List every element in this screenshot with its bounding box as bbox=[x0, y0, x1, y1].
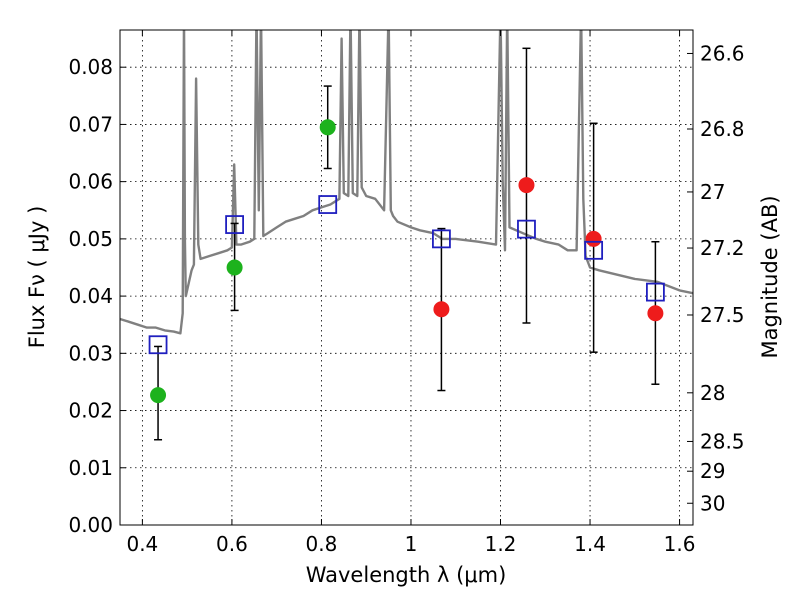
model-square bbox=[517, 219, 536, 239]
y-axis-label: Flux Fν ( μJy ) bbox=[25, 206, 49, 349]
y-axis-right: 26.6 26.8 27 27.2 27.5 28 28.5 29 30 bbox=[687, 41, 745, 515]
y-axis-left: 0.00 0.01 0.02 0.03 0.04 0.05 0.06 0.07 0.08 bbox=[68, 55, 126, 537]
x-tick-label: 0.4 bbox=[126, 532, 158, 556]
x-tick-label: 1 bbox=[405, 532, 418, 556]
y-tick-label: 0.01 bbox=[68, 456, 113, 480]
y2-tick-label: 27.2 bbox=[700, 236, 745, 260]
flux-point bbox=[585, 230, 602, 247]
spectrum-line bbox=[120, 30, 693, 335]
spectrum-layer bbox=[120, 30, 693, 335]
y-tick-label: 0.08 bbox=[68, 55, 113, 79]
y-tick-label: 0.06 bbox=[68, 170, 113, 194]
flux-point bbox=[433, 301, 450, 318]
x-axis-label: Wavelength λ (μm) bbox=[306, 563, 507, 587]
y2-tick-label: 27 bbox=[700, 180, 725, 204]
y-tick-label: 0.00 bbox=[68, 513, 113, 537]
model-square bbox=[645, 282, 665, 302]
y-tick-label: 0.03 bbox=[68, 341, 113, 365]
flux-point bbox=[518, 177, 535, 194]
errorbar-layer bbox=[154, 47, 660, 441]
grid bbox=[120, 30, 693, 526]
y-tick-label: 0.07 bbox=[68, 112, 113, 136]
y2-tick-label: 27.5 bbox=[700, 303, 745, 327]
y-tick-label: 0.04 bbox=[68, 284, 113, 308]
y-tick-label: 0.02 bbox=[68, 399, 113, 423]
x-tick-label: 1.4 bbox=[574, 532, 606, 556]
model-square bbox=[432, 229, 451, 249]
y2-tick-label: 28.5 bbox=[700, 429, 745, 453]
x-tick-label: 1.6 bbox=[664, 532, 696, 556]
x-tick-label: 0.8 bbox=[306, 532, 338, 556]
model-square bbox=[148, 335, 168, 355]
marker-layer bbox=[148, 119, 665, 404]
x-axis: 0.4 0.6 0.8 1 1.2 1.4 1.6 bbox=[126, 30, 695, 556]
flux-point bbox=[647, 305, 664, 322]
flux-point bbox=[319, 119, 336, 136]
y2-tick-label: 28 bbox=[700, 381, 725, 405]
y2-axis-label: Magnitude (AB) bbox=[758, 195, 782, 358]
x-tick-label: 1.2 bbox=[485, 532, 517, 556]
y2-tick-label: 26.6 bbox=[700, 41, 745, 65]
y2-tick-label: 26.8 bbox=[700, 117, 745, 141]
model-square bbox=[318, 195, 338, 214]
y2-tick-label: 29 bbox=[700, 459, 725, 483]
y2-tick-label: 30 bbox=[700, 491, 725, 515]
y-tick-label: 0.05 bbox=[68, 227, 113, 251]
plot-frame bbox=[119, 29, 694, 526]
model-square bbox=[225, 215, 245, 234]
x-tick-label: 0.6 bbox=[216, 532, 248, 556]
flux-point bbox=[150, 387, 167, 404]
model-square bbox=[584, 240, 604, 260]
flux-point bbox=[226, 259, 243, 276]
